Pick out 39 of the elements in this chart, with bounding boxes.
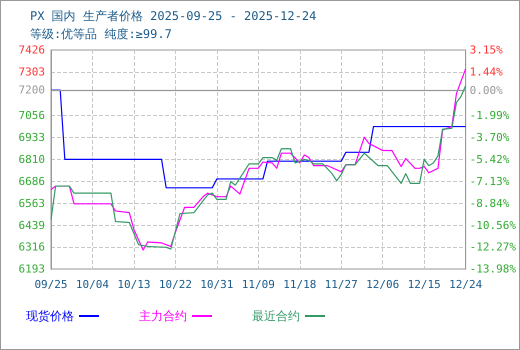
x-tick-label: 12/06 bbox=[366, 278, 400, 291]
y-tick-label: 7426 bbox=[18, 44, 45, 56]
y2-tick-label: -13.98% bbox=[470, 262, 516, 276]
y2-tick-label: -8.84% bbox=[470, 196, 510, 210]
y-tick-label: 6933 bbox=[18, 131, 45, 144]
line-series bbox=[50, 90, 466, 188]
x-tick-label: 09/25 bbox=[34, 278, 68, 291]
x-tick-label: 10/13 bbox=[117, 278, 150, 291]
x-tick-label: 10/31 bbox=[200, 278, 234, 291]
y-tick-label: 6193 bbox=[18, 262, 45, 276]
y-tick-label: 6316 bbox=[18, 240, 45, 254]
y-tick-label: 7200 bbox=[18, 84, 45, 97]
y2-tick-label: -10.56% bbox=[470, 218, 516, 232]
y-tick-label: 6439 bbox=[18, 218, 45, 232]
x-tick-label: 11/18 bbox=[283, 278, 316, 291]
legend-label: 现货价格 bbox=[26, 309, 74, 323]
y2-tick-label: -3.70% bbox=[470, 131, 510, 144]
chart-title: PX 国内 生产者价格 2025-09-25 - 2025-12-24 bbox=[30, 9, 316, 23]
y2-tick-label: 3.15% bbox=[470, 44, 504, 56]
y-tick-label: 6686 bbox=[18, 174, 45, 188]
legend-label: 最近合约 bbox=[252, 309, 300, 323]
y-tick-label: 7303 bbox=[18, 65, 45, 78]
x-tick-label: 10/22 bbox=[158, 278, 192, 291]
y2-tick-label: -5.42% bbox=[470, 153, 510, 166]
legend-label: 主力合约 bbox=[139, 309, 187, 323]
x-tick-label: 11/09 bbox=[242, 278, 275, 291]
x-tick-label: 12/15 bbox=[408, 278, 441, 291]
y2-tick-label: -12.27% bbox=[470, 240, 516, 254]
x-tick-label: 12/24 bbox=[449, 278, 483, 291]
y2-tick-label: 1.44% bbox=[470, 65, 504, 78]
y-tick-label: 7056 bbox=[18, 109, 45, 122]
y-tick-label: 6563 bbox=[18, 196, 45, 210]
y2-tick-label: 0.00% bbox=[470, 84, 504, 97]
chart-subtitle: 等级:优等品 纯度:≥99.7 bbox=[30, 27, 172, 41]
x-tick-label: 10/04 bbox=[76, 278, 110, 291]
x-tick-label: 11/27 bbox=[324, 278, 358, 291]
y2-tick-label: -1.99% bbox=[470, 109, 510, 122]
y-tick-label: 6810 bbox=[18, 152, 45, 166]
y2-tick-label: -7.13% bbox=[470, 174, 510, 188]
